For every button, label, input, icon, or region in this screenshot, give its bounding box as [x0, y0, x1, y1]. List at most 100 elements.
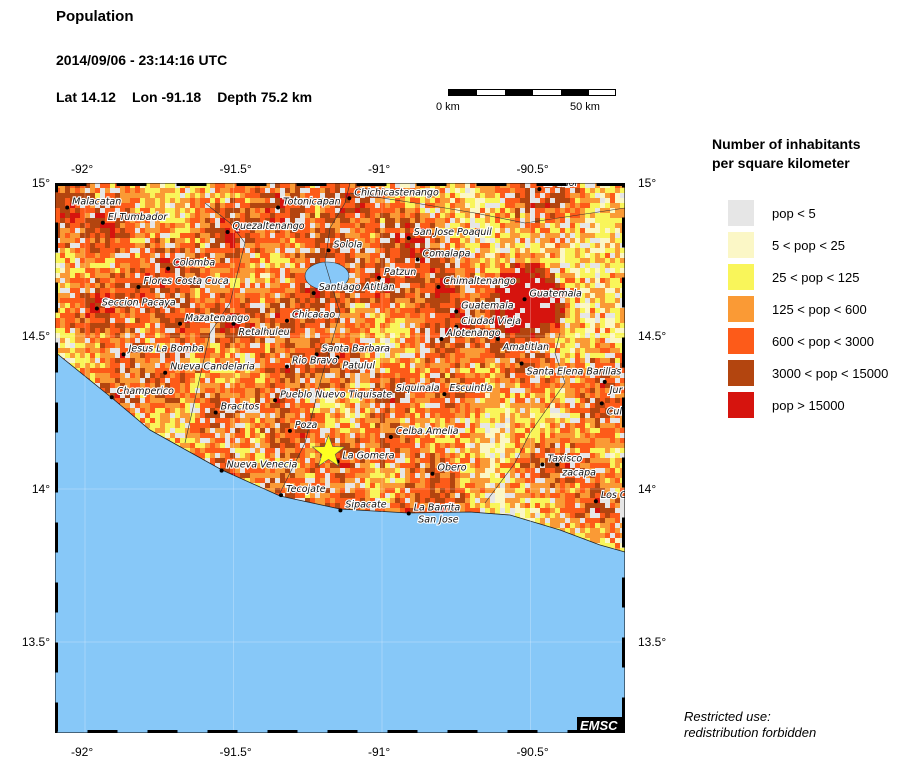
- city-dot: [219, 468, 224, 473]
- legend-label: 600 < pop < 3000: [772, 333, 874, 349]
- population-map: Malacatan El Tumbador Quezaltenango Totonic…: [55, 183, 625, 733]
- legend-swatch: [728, 296, 754, 322]
- city-label: San Jose Poaquil: [414, 227, 492, 238]
- city-labels: Malacatan El Tumbador Quezaltenango Totonic…: [71, 183, 625, 526]
- legend-label: 3000 < pop < 15000: [772, 365, 889, 381]
- city-label: Tecojate: [286, 484, 326, 495]
- city-dot: [388, 392, 393, 397]
- city-label: Poza: [295, 420, 318, 431]
- city-label: Retalhuleu: [239, 327, 290, 338]
- legend-label: pop < 5: [772, 205, 816, 221]
- lat-tick-label: 14.5°: [638, 329, 667, 343]
- city-label: Taxisco: [547, 454, 582, 465]
- legend-label: 125 < pop < 600: [772, 301, 867, 317]
- city-dot: [314, 352, 319, 357]
- legend-item: 3000 < pop < 15000: [728, 360, 888, 386]
- usage-note-line1: Restricted use:: [684, 709, 771, 724]
- city-dot: [436, 505, 441, 510]
- city-dot: [442, 392, 447, 397]
- city-label: Santiago Atitlan: [319, 282, 395, 293]
- city-label: Ciudad Vieja: [461, 316, 521, 327]
- city-label: Jur: [608, 385, 624, 396]
- lat-tick-label: 14°: [638, 482, 657, 496]
- map-frame-ticks: [55, 183, 625, 733]
- lon-tick-label: -92°: [71, 162, 94, 176]
- city-label: El Chol: [544, 183, 577, 189]
- city-label: Chicacao: [292, 310, 335, 321]
- city-dot: [406, 236, 411, 241]
- city-label: zacapa: [561, 468, 596, 479]
- lon-tick-label: -91.5°: [219, 745, 252, 759]
- city-dot: [593, 499, 598, 504]
- legend-label: 5 < pop < 25: [772, 237, 846, 253]
- city-label: Jesus La Bomba: [127, 343, 204, 354]
- city-label: Flores Costa Cuca: [143, 276, 228, 287]
- city-dot: [284, 318, 289, 323]
- legend-swatch: [728, 360, 754, 386]
- lon-tick-label: -92°: [71, 745, 94, 759]
- city-dot: [213, 410, 218, 415]
- lon-tick-label: -91.5°: [219, 162, 252, 176]
- city-dot: [537, 187, 542, 192]
- city-label: Nueva Candelaria: [170, 362, 255, 373]
- lake-atitlan: [304, 261, 350, 291]
- city-dot: [163, 370, 168, 375]
- city-dot: [377, 275, 382, 280]
- city-dot: [454, 309, 459, 314]
- department-border: [349, 192, 625, 224]
- city-dot: [287, 428, 292, 433]
- city-label: Malacatan: [72, 196, 121, 207]
- legend-item: 5 < pop < 25: [728, 232, 845, 258]
- legend-item: 125 < pop < 600: [728, 296, 867, 322]
- event-depth: Depth 75.2 km: [217, 89, 313, 105]
- lat-tick-label: 13.5°: [638, 635, 667, 649]
- lat-tick-label: 13.5°: [21, 635, 50, 649]
- city-dot: [166, 266, 171, 271]
- city-label: Quezaltenango: [233, 221, 305, 232]
- lon-tick-label: -90.5°: [516, 162, 549, 176]
- city-dot: [121, 352, 126, 357]
- event-lat: Lat 14.12: [56, 89, 116, 105]
- event-location-row: Lat 14.12 Lon -91.18 Depth 75.2 km: [56, 89, 312, 105]
- city-dot: [430, 471, 435, 476]
- city-label: Patulul: [342, 360, 375, 371]
- city-dot: [347, 196, 352, 201]
- city-label: La Barrita: [414, 502, 461, 513]
- legend-item: 25 < pop < 125: [728, 264, 859, 290]
- city-label: Guatemala: [461, 301, 513, 312]
- city-dot: [436, 285, 441, 290]
- city-label: Nueva Venecia: [227, 460, 298, 471]
- legend-title-line1: Number of inhabitants: [712, 136, 861, 152]
- emsc-watermark-bg: [577, 717, 625, 733]
- city-dot: [273, 398, 278, 403]
- lon-tick-label: -91°: [368, 745, 391, 759]
- city-label: Siquinala: [396, 383, 440, 394]
- city-dot: [65, 205, 70, 210]
- city-label: El Tumbador: [108, 212, 168, 223]
- lat-tick-label: 15°: [31, 176, 50, 190]
- city-label: Pueblo Nuevo Tiquisate: [280, 389, 392, 400]
- city-dot: [225, 229, 230, 234]
- city-label: La Gomera: [342, 450, 394, 461]
- city-dot: [519, 361, 524, 366]
- legend-item: pop < 5: [728, 200, 816, 226]
- city-label: Colomba: [173, 258, 215, 269]
- usage-note-line2: redistribution forbidden: [684, 725, 817, 740]
- city-label: Amatitlan: [502, 342, 549, 353]
- city-label: Alotenango: [445, 328, 500, 339]
- city-dot: [100, 220, 105, 225]
- scale-start-label: 0 km: [436, 101, 460, 113]
- city-label: Santa Barbara: [322, 343, 390, 354]
- city-dot: [599, 401, 604, 406]
- city-dot: [540, 462, 545, 467]
- map-title: Population: [56, 8, 134, 25]
- city-label: Obero: [437, 463, 466, 474]
- legend-title-line2: per square kilometer: [712, 155, 850, 171]
- city-dot: [178, 321, 183, 326]
- city-label: Comalapa: [423, 249, 471, 260]
- legend-swatch: [728, 232, 754, 258]
- legend-item: 600 < pop < 3000: [728, 328, 874, 354]
- city-dot: [388, 434, 393, 439]
- lon-tick-label: -91°: [368, 162, 391, 176]
- city-dot: [338, 508, 343, 513]
